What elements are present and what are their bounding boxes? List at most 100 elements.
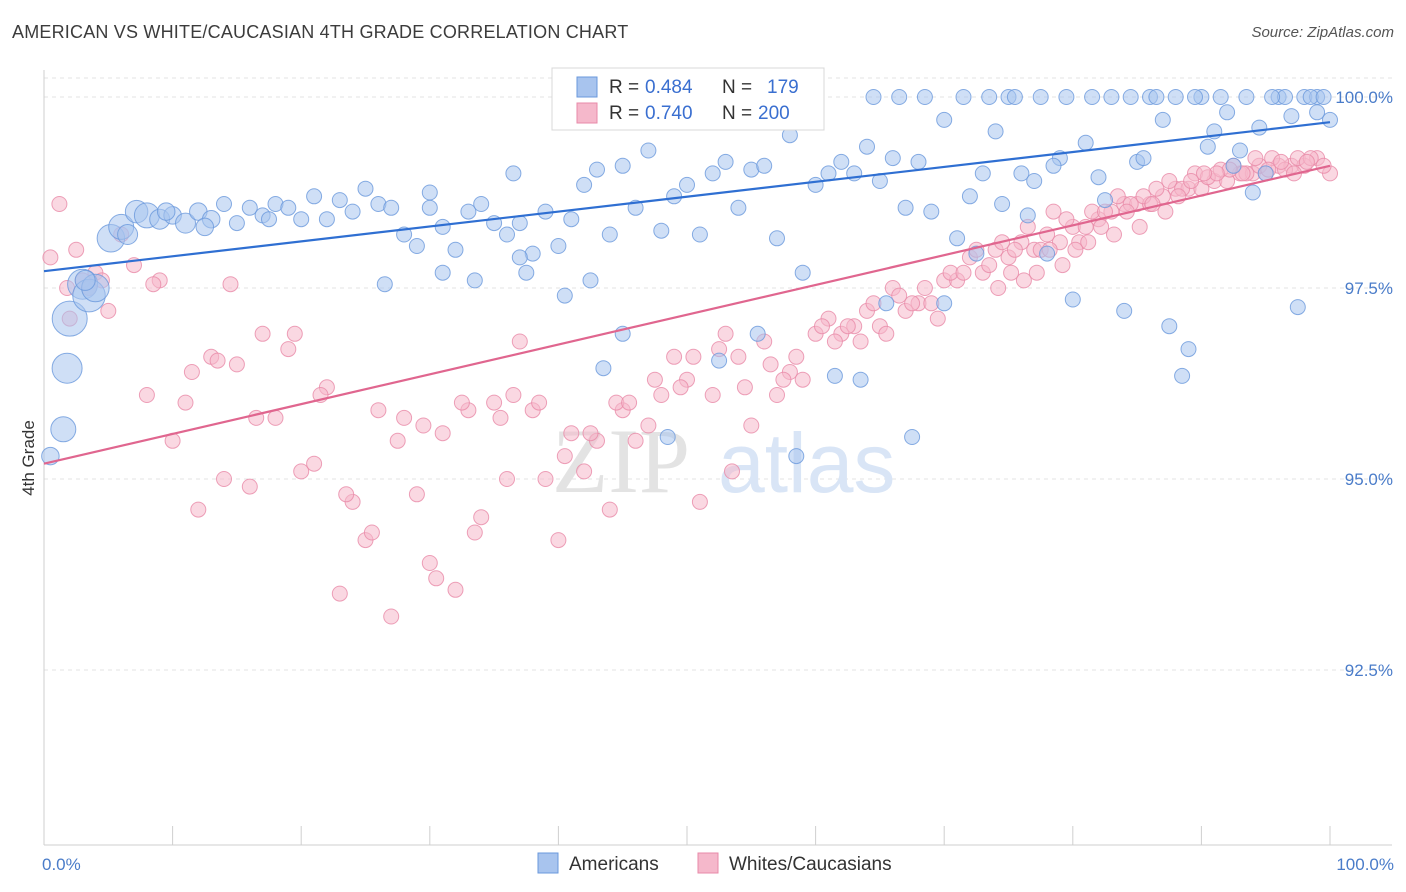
whites-caucasians-point [1054, 257, 1071, 274]
whites-caucasians-point [672, 379, 689, 396]
americans-point [1232, 142, 1248, 159]
americans-point [595, 360, 612, 377]
x-tick-label-min: 0.0% [42, 855, 81, 874]
americans-point [833, 153, 850, 170]
americans-point [910, 153, 927, 170]
whites-caucasians-point [929, 310, 946, 327]
y-tick-label: 95.0% [1345, 470, 1393, 489]
whites-caucasians-point [550, 532, 567, 549]
y-tick-label: 97.5% [1345, 279, 1393, 298]
whites-caucasians-point [904, 295, 921, 312]
whites-caucasians-point [563, 425, 580, 442]
americans-point [421, 199, 438, 216]
legend-whites-n-label: N = [722, 103, 752, 124]
whites-caucasians-point [1045, 203, 1062, 220]
americans-point [614, 157, 631, 174]
whites-caucasians-point [775, 371, 792, 388]
americans-point [1103, 89, 1120, 105]
whites-caucasians-point [209, 352, 226, 369]
americans-point [408, 238, 425, 254]
whites-caucasians-point [878, 325, 895, 342]
whites-caucasians-point [724, 463, 740, 480]
whites-caucasians-point [492, 409, 509, 426]
americans-point [666, 188, 683, 205]
americans-point [1167, 89, 1184, 105]
americans-point [421, 184, 438, 201]
whites-caucasians-point [138, 387, 155, 403]
whites-caucasians-point [1144, 196, 1161, 212]
watermark: ZIP atlas [552, 410, 895, 512]
americans-point [1019, 207, 1036, 224]
whites-caucasians-point [537, 471, 554, 487]
americans-point [1283, 108, 1300, 125]
americans-point [1154, 111, 1171, 128]
bottom-legend: Americans Whites/Caucasians [537, 852, 892, 875]
americans-point [1309, 104, 1326, 121]
whites-caucasians-point [190, 501, 207, 518]
whites-caucasians-point [286, 325, 303, 342]
americans-point [511, 215, 528, 232]
americans-point [1219, 104, 1236, 121]
americans-point [460, 203, 477, 220]
whites-caucasians-point [293, 463, 310, 480]
whites-caucasians-point [1003, 264, 1020, 281]
americans-point [994, 196, 1011, 212]
americans-point [769, 230, 785, 247]
whites-caucasians-point [280, 341, 297, 358]
whites-caucasians-point [556, 448, 573, 465]
whites-caucasians-point [736, 379, 753, 396]
whites-caucasians-point [769, 387, 785, 403]
americans-trend-line [43, 121, 1331, 273]
americans-point [717, 153, 734, 170]
americans-point [175, 212, 196, 234]
whites-caucasians-point [852, 333, 869, 350]
americans-point [749, 325, 766, 342]
americans-point [117, 224, 139, 245]
whites-caucasians-point [434, 425, 451, 442]
americans-point [878, 295, 895, 312]
source-label: Source: ZipAtlas.com [1251, 24, 1394, 41]
americans-point [1212, 89, 1229, 105]
americans-point [1064, 291, 1081, 308]
whites-caucasians-point [145, 276, 162, 293]
whites-caucasians-point [1247, 150, 1264, 167]
americans-point [1174, 367, 1191, 384]
whites-caucasians-point [1183, 173, 1200, 189]
americans-point [499, 226, 515, 243]
whites-caucasians-point [415, 417, 432, 434]
americans-point [556, 287, 573, 304]
whites-caucasians-point [1058, 211, 1075, 228]
whites-caucasians-point [338, 486, 355, 503]
whites-caucasians-point [730, 348, 747, 365]
whites-caucasians-point [42, 249, 59, 266]
whites-caucasians-point [891, 287, 908, 304]
whites-caucasians-point [1273, 153, 1290, 170]
americans-point [1244, 184, 1261, 201]
americans-point [1039, 245, 1056, 262]
whites-caucasians-point [68, 241, 85, 258]
americans-point [1251, 119, 1268, 136]
whites-caucasians-point [743, 417, 760, 434]
americans-point [280, 199, 297, 216]
americans-point [306, 188, 323, 205]
americans-point [293, 211, 310, 228]
x-ticks [43, 826, 1331, 845]
americans-point [473, 196, 490, 212]
whites-caucasians-point [421, 555, 438, 571]
whites-caucasians-point [453, 394, 470, 411]
americans-point [1135, 150, 1152, 167]
whites-caucasians-point [621, 394, 638, 411]
whites-caucasians-point [1131, 218, 1148, 235]
whites-caucasians-point [794, 371, 811, 388]
americans-point [1322, 111, 1338, 128]
americans-point [318, 211, 335, 228]
americans-point [50, 416, 77, 443]
americans-point [904, 429, 921, 445]
whites-caucasians-point [1015, 272, 1032, 289]
americans-point [1199, 138, 1216, 155]
whites-caucasians-point [51, 196, 68, 212]
americans-point [955, 89, 972, 105]
whites-caucasians-point [1067, 241, 1084, 258]
whites-caucasians-point [389, 432, 406, 449]
